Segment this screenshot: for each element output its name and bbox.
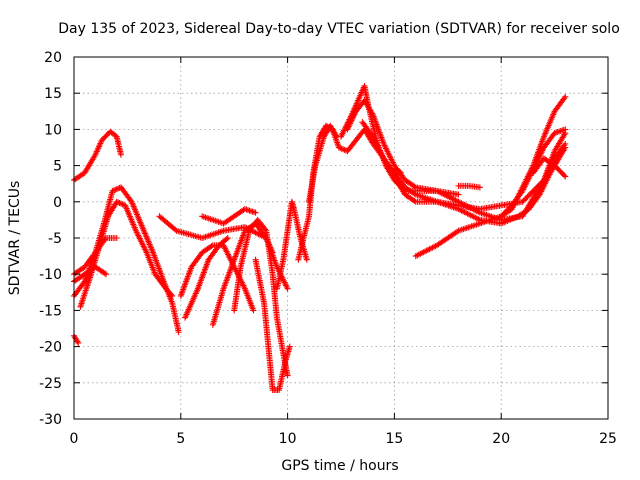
data-point — [455, 191, 462, 198]
data-point — [252, 209, 259, 216]
data-point — [411, 183, 418, 190]
y-tick-label: 5 — [53, 159, 62, 175]
y-tick-label: -10 — [39, 267, 62, 283]
data-point — [168, 291, 175, 298]
data-point — [337, 145, 344, 152]
y-tick-label: 15 — [44, 86, 62, 102]
series-arc-13 — [199, 206, 259, 227]
data-point — [369, 110, 376, 117]
data-point — [208, 243, 215, 250]
x-tick-label: 5 — [176, 431, 185, 447]
data-point — [476, 184, 483, 191]
series-arc-16 — [305, 122, 340, 205]
axis-ticks: 0 5 10 15 20 25 -30 -25 -20 -15 -10 -5 0 5 10 15 20 — [39, 50, 617, 447]
series-arc-12 — [252, 256, 293, 394]
data-point — [113, 198, 120, 205]
series-arc-3 — [77, 198, 176, 310]
data-point — [396, 168, 403, 175]
data-point — [562, 126, 569, 133]
data-point — [454, 228, 461, 235]
data-point — [113, 186, 120, 193]
series-arc-22 — [530, 155, 569, 180]
y-tick-label: -15 — [39, 303, 62, 319]
data-point — [169, 292, 176, 299]
data-point — [561, 95, 568, 102]
y-tick-label: 10 — [44, 122, 62, 138]
series-arc-24 — [391, 166, 404, 184]
data-point — [562, 144, 569, 151]
series-arc-1 — [71, 128, 124, 184]
data-point — [411, 197, 418, 204]
x-tick-label: 0 — [70, 431, 79, 447]
y-tick-label: 0 — [53, 195, 62, 211]
data-point — [284, 285, 291, 292]
data-point — [561, 145, 568, 152]
data-point — [175, 329, 182, 336]
data-point — [117, 200, 124, 207]
data-point — [74, 338, 81, 345]
data-point — [75, 339, 82, 346]
data-point — [562, 173, 569, 180]
x-tick-label: 25 — [599, 431, 617, 447]
data-point — [561, 172, 568, 179]
y-tick-label: -30 — [39, 412, 62, 428]
data-point — [562, 93, 569, 100]
chart-title: Day 135 of 2023, Sidereal Day-to-day VTE… — [58, 21, 620, 37]
data-point — [101, 236, 108, 243]
data-point — [340, 146, 347, 153]
data-point — [116, 200, 123, 207]
data-point — [303, 256, 310, 263]
data-point — [103, 271, 110, 278]
data-points — [71, 82, 569, 394]
data-point — [119, 201, 126, 208]
x-tick-label: 20 — [492, 431, 510, 447]
data-point — [109, 187, 116, 194]
y-axis-label: SDTVAR / TECUs — [7, 181, 23, 296]
data-point — [110, 187, 117, 194]
series-arc-4 — [71, 235, 120, 278]
series-arc-5 — [71, 263, 110, 285]
data-point — [335, 144, 342, 151]
series-arc-8 — [177, 242, 257, 314]
data-point — [172, 226, 179, 233]
data-point — [101, 270, 108, 277]
data-point — [115, 199, 122, 206]
data-point — [338, 145, 345, 152]
data-point — [286, 343, 293, 350]
y-tick-label: -5 — [48, 231, 62, 247]
data-point — [224, 235, 231, 241]
data-point — [262, 226, 269, 233]
series-arc-21 — [498, 126, 569, 220]
data-point — [284, 372, 291, 379]
data-point — [127, 197, 134, 204]
series-arc-6 — [71, 332, 82, 346]
x-tick-label: 10 — [279, 431, 297, 447]
data-point — [117, 151, 124, 158]
data-point — [397, 169, 404, 176]
data-point — [113, 235, 120, 241]
data-point — [332, 132, 339, 139]
series-arc-18 — [344, 97, 462, 198]
data-point — [250, 307, 257, 314]
data-point — [112, 186, 119, 193]
series-arc-9 — [182, 235, 231, 321]
series-arc-14 — [273, 198, 310, 292]
data-point — [223, 236, 230, 243]
grid-lines — [74, 57, 608, 419]
y-tick-label: -25 — [39, 376, 62, 392]
series-arc-23 — [455, 182, 483, 191]
y-tick-label: 20 — [44, 50, 62, 66]
x-tick-label: 15 — [385, 431, 403, 447]
x-axis-label: GPS time / hours — [281, 458, 398, 474]
y-tick-label: -20 — [39, 340, 62, 356]
